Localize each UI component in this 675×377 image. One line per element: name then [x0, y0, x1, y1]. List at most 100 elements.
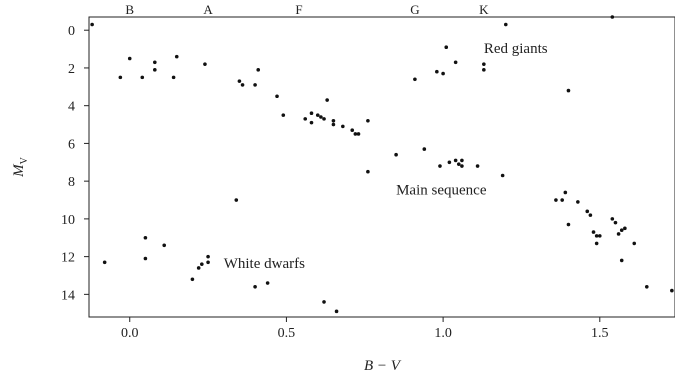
data-points [90, 15, 674, 314]
spectral-class-label: K [479, 2, 489, 17]
y-tick-label: 4 [68, 100, 75, 115]
data-point [460, 164, 464, 168]
data-point [353, 132, 358, 136]
data-point [503, 22, 508, 27]
data-point [275, 94, 279, 99]
data-point [554, 198, 558, 202]
x-tick-label: 1.5 [591, 326, 609, 341]
data-point [576, 200, 580, 204]
y-tick-label: 8 [68, 175, 75, 190]
data-point [331, 118, 336, 123]
data-point [597, 234, 602, 238]
data-point [102, 260, 107, 265]
y-axis-title-main: M [11, 163, 27, 178]
x-tick-label: 1.0 [434, 326, 452, 341]
axis-ticks: 0.0 0.5 1.0 1.5 0 2 4 6 8 10 12 14 [61, 24, 609, 341]
x-tick-label: 0.0 [121, 326, 139, 341]
data-point [253, 285, 257, 289]
data-point [456, 162, 461, 166]
data-point [563, 190, 568, 195]
data-point [453, 60, 458, 65]
data-point [444, 45, 449, 49]
data-point [447, 160, 452, 165]
data-point [460, 158, 464, 163]
x-axis-title: B − V [364, 358, 402, 374]
data-point [670, 288, 674, 293]
data-point [303, 117, 308, 121]
data-point [206, 254, 210, 259]
data-point [334, 309, 339, 314]
data-point [632, 241, 637, 246]
spectral-class-label: B [125, 2, 134, 17]
data-point [366, 169, 370, 174]
data-point [482, 62, 486, 66]
data-point [309, 111, 314, 116]
data-point [453, 158, 458, 163]
data-point [174, 54, 179, 59]
data-point [566, 88, 571, 93]
data-point [616, 232, 621, 236]
data-point [422, 147, 427, 151]
data-point [475, 164, 480, 168]
data-point [153, 68, 157, 72]
data-point [234, 198, 239, 202]
data-point [413, 77, 417, 82]
data-point [594, 241, 599, 246]
data-point [90, 22, 94, 27]
y-axis-title: MV [11, 156, 30, 178]
data-point [256, 68, 261, 72]
x-tick-label: 0.5 [278, 326, 296, 341]
plot-frame [88, 16, 675, 318]
data-point [190, 277, 195, 282]
data-point [560, 198, 564, 202]
y-tick-label: 14 [61, 288, 75, 303]
data-point [162, 243, 167, 248]
data-point [127, 56, 132, 61]
data-point [331, 122, 336, 127]
data-point [591, 230, 596, 234]
data-point [594, 234, 599, 238]
data-point [566, 222, 571, 227]
y-tick-label: 2 [68, 62, 75, 77]
data-point [356, 132, 361, 136]
spectral-class-label: A [203, 2, 213, 17]
y-tick-label: 0 [68, 24, 75, 39]
data-point [325, 98, 329, 102]
data-point [140, 75, 145, 80]
data-point [500, 173, 505, 178]
data-point [610, 217, 615, 221]
data-point [315, 113, 320, 117]
data-point [309, 120, 314, 125]
data-point [153, 60, 157, 65]
data-point [588, 213, 593, 217]
data-point [341, 124, 345, 129]
data-point [240, 83, 245, 87]
spectral-class-label: G [410, 2, 419, 17]
data-point [322, 300, 326, 304]
region-annotation: White dwarfs [224, 256, 305, 272]
region-annotations: Red giants Main sequence White dwarfs [224, 41, 548, 272]
data-point [350, 128, 355, 133]
data-point [441, 71, 445, 76]
data-point [482, 68, 486, 72]
data-point [613, 220, 618, 225]
region-annotation: Red giants [484, 41, 548, 57]
y-tick-label: 6 [68, 137, 75, 152]
data-point [203, 62, 207, 66]
data-point [619, 228, 624, 233]
data-point [206, 260, 210, 265]
data-point [143, 235, 148, 240]
data-point [196, 266, 201, 270]
data-point [118, 75, 123, 80]
data-point [200, 262, 204, 266]
data-point [237, 79, 242, 83]
data-point [619, 258, 624, 263]
data-point [435, 69, 439, 74]
y-tick-label: 12 [61, 251, 75, 266]
data-point [623, 226, 627, 231]
data-point [319, 115, 323, 119]
region-annotation: Main sequence [396, 182, 487, 198]
data-point [585, 209, 590, 214]
